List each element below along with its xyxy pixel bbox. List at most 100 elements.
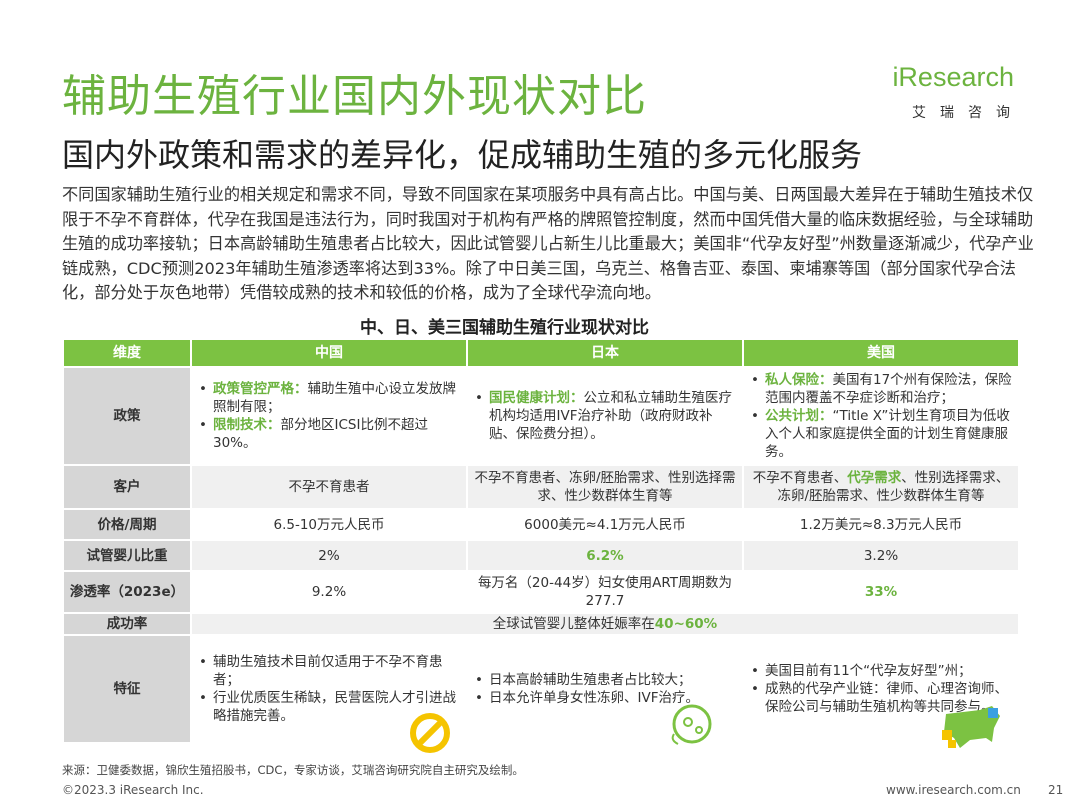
text-run: 9.2% [311, 584, 347, 600]
text-run: 6.5-10万元人民币 [273, 516, 385, 533]
row-label: 政策 [64, 368, 190, 464]
bullet: • [751, 681, 759, 697]
paragraph: • 行业优质医生稀缺，民营医院人才引进战略措施完善。 [195, 689, 463, 725]
paragraph: • 美国目前有11个“代孕友好型”州； [747, 662, 1015, 680]
paragraph: • 私人保险：美国有17个州有保险法，保险范围内覆盖不孕症诊断和治疗； [747, 371, 1015, 407]
text-run: 代孕需求 [847, 470, 902, 486]
text-run: 美国有17个州有保险法，保险范围内覆盖不孕症诊断和治疗； [765, 372, 1012, 406]
paragraph: 6.2% [471, 547, 739, 565]
cell: • 私人保险：美国有17个州有保险法，保险范围内覆盖不孕症诊断和治疗； • 公共计划：… [744, 368, 1018, 464]
paragraph: 9.2% [195, 583, 463, 601]
paragraph: • 成熟的代孕产业链：律师、心理咨询师、保险公司与辅助生殖机构等共同参与。 [747, 680, 1015, 716]
text-run: 日本高龄辅助生殖患者占比较大； [489, 672, 692, 688]
paragraph: • 公共计划：“Title X”计划生育项目为低收入个人和家庭提供全面的计划生育健… [747, 407, 1015, 461]
bullet: • [751, 408, 759, 424]
row-label: 特征 [64, 636, 190, 742]
row: 渗透率（2023e） 9.2% 每万名（20-44岁）妇女使用ART周期数为277.… [64, 572, 1018, 612]
row: 政策 • 政策管控严格：辅助生殖中心设立发放牌照制有限； • 限制技术：部分地区ICSI… [64, 368, 1018, 464]
text-run: 日本允许单身女性冻卵、IVF治疗。 [489, 690, 699, 706]
text-run: 不孕不育患者、冻卵/胚胎需求、性别选择需求、性少数群体生育等 [474, 470, 736, 504]
text-run: 33% [864, 584, 898, 600]
paragraph: 6.5-10万元人民币 [195, 516, 463, 534]
bullet: • [751, 372, 759, 388]
paragraph: • 辅助生殖技术目前仅适用于不孕不育患者； [195, 653, 463, 689]
text-run: 6.2% [586, 547, 624, 564]
row-label: 试管婴儿比重 [64, 541, 190, 570]
cell: 33% [744, 572, 1018, 612]
text-run: 部分地区ICSI比例不超过30%。 [213, 417, 428, 451]
text-run: 不孕不育患者、 [752, 470, 848, 486]
icon-no [410, 713, 450, 753]
text-run: 政策管控严格： [213, 381, 308, 397]
bullet: • [199, 654, 207, 670]
row-label: 客户 [64, 466, 190, 508]
cell: 全球试管婴儿整体妊娠率在40~60% [192, 614, 1018, 634]
table-title: 中、日、美三国辅助生殖行业现状对比 [360, 318, 649, 338]
paragraph: 1.2万美元≈8.3万元人民币 [747, 516, 1015, 534]
text-run: 成熟的代孕产业链：律师、心理咨询师、保险公司与辅助生殖机构等共同参与。 [765, 681, 1008, 715]
cell: • 政策管控严格：辅助生殖中心设立发放牌照制有限； • 限制技术：部分地区ICSI比例… [192, 368, 466, 464]
row: 特征 • 辅助生殖技术目前仅适用于不孕不育患者； • 行业优质医生稀缺，民营医院人才引进… [64, 636, 1018, 742]
cell: 不孕不育患者、冻卵/胚胎需求、性别选择需求、性少数群体生育等 [468, 466, 742, 508]
row-label: 成功率 [64, 614, 190, 634]
paragraph: • 日本高龄辅助生殖患者占比较大； [471, 671, 739, 689]
cell: 每万名（20-44岁）妇女使用ART周期数为277.7 [468, 572, 742, 612]
table: 维度 中国 日本 美国 政策 • 政策管控严格：辅助生殖中心设立发放牌照制有限； • 限制技术：… [62, 338, 1020, 744]
cell: 6000美元≈4.1万元人民币 [468, 510, 742, 539]
cell: 6.5-10万元人民币 [192, 510, 466, 539]
paragraph: 6000美元≈4.1万元人民币 [471, 516, 739, 534]
row: 价格/周期 6.5-10万元人民币 6000美元≈4.1万元人民币 1.2万美元≈8.… [64, 510, 1018, 539]
paragraph: 33% [747, 583, 1015, 601]
cell: 1.2万美元≈8.3万元人民币 [744, 510, 1018, 539]
cell: 不孕不育患者、代孕需求、性别选择需求、冻卵/胚胎需求、性少数群体生育等 [744, 466, 1018, 508]
paragraph: 每万名（20-44岁）妇女使用ART周期数为277.7 [471, 574, 739, 610]
text-run: 6000美元≈4.1万元人民币 [524, 516, 686, 533]
bullet: • [199, 381, 207, 397]
row: 试管婴儿比重 2% 6.2% 3.2% [64, 541, 1018, 570]
cell: • 辅助生殖技术目前仅适用于不孕不育患者； • 行业优质医生稀缺，民营医院人才引进战略… [192, 636, 466, 742]
text-run: 辅助生殖技术目前仅适用于不孕不育患者； [213, 654, 443, 688]
logo-sub: 艾瑞咨询 [912, 105, 1024, 121]
bullet: • [475, 390, 483, 406]
text-run: 40~60% [654, 616, 718, 632]
text-run: 公立和私立辅助生殖医疗机构均适用IVF治疗补助（政府财政补贴、保险费分担）。 [489, 390, 732, 442]
icon-us-map [942, 706, 1000, 748]
paragraph: 3.2% [747, 547, 1015, 565]
text-run: 2% [318, 547, 340, 564]
text-run: 国民健康计划： [489, 390, 584, 406]
paragraph: • 日本允许单身女性冻卵、IVF治疗。 [471, 689, 739, 707]
paragraph: 不孕不育患者、冻卵/胚胎需求、性别选择需求、性少数群体生育等 [471, 469, 739, 505]
body-text: 不同国家辅助生殖行业的相关规定和需求不同，导致不同国家在某项服务中具有高占比。中… [62, 185, 1034, 302]
bullet: • [199, 690, 207, 706]
header-cell: 中国 [192, 340, 466, 366]
icon-cell [671, 704, 712, 745]
header-row: 维度 中国 日本 美国 [64, 340, 1018, 366]
header-cell: 维度 [64, 340, 190, 366]
cell: • 日本高龄辅助生殖患者占比较大； • 日本允许单身女性冻卵、IVF治疗。 [468, 636, 742, 742]
paragraph: 2% [195, 547, 463, 565]
cell: 9.2% [192, 572, 466, 612]
paragraph: 不孕不育患者 [195, 478, 463, 496]
text-run: 、性别选择需求、冻卵/胚胎需求、性少数群体生育等 [777, 470, 1010, 504]
page-number: 21 [1048, 783, 1064, 797]
paragraph: • 政策管控严格：辅助生殖中心设立发放牌照制有限； [195, 380, 463, 416]
cell: 2% [192, 541, 466, 570]
source: 来源：卫健委数据，锦欣生殖招股书，CDC，专家访谈，艾瑞咨询研究院自主研究及绘制… [62, 763, 524, 777]
paragraph: 全球试管婴儿整体妊娠率在40~60% [195, 615, 1015, 633]
text-run: 限制技术： [213, 417, 281, 433]
header-cell: 日本 [468, 340, 742, 366]
text-run: 每万名（20-44岁）妇女使用ART周期数为277.7 [477, 575, 733, 609]
cell: • 国民健康计划：公立和私立辅助生殖医疗机构均适用IVF治疗补助（政府财政补贴、保… [468, 368, 742, 464]
header-cell: 美国 [744, 340, 1018, 366]
cell: 不孕不育患者 [192, 466, 466, 508]
row: 客户 不孕不育患者 不孕不育患者、冻卵/胚胎需求、性别选择需求、性少数群体生育等 不孕… [64, 466, 1018, 508]
subtitle: 国内外政策和需求的差异化，促成辅助生殖的多元化服务 [62, 136, 863, 174]
bullet: • [751, 663, 759, 679]
logo: iResearch [892, 62, 1014, 92]
cell: 6.2% [468, 541, 742, 570]
text-run: 1.2万美元≈8.3万元人民币 [799, 516, 963, 533]
text-run: 3.2% [863, 547, 899, 564]
paragraph: • 国民健康计划：公立和私立辅助生殖医疗机构均适用IVF治疗补助（政府财政补贴、保… [471, 389, 739, 443]
text-run: 私人保险： [765, 372, 833, 388]
